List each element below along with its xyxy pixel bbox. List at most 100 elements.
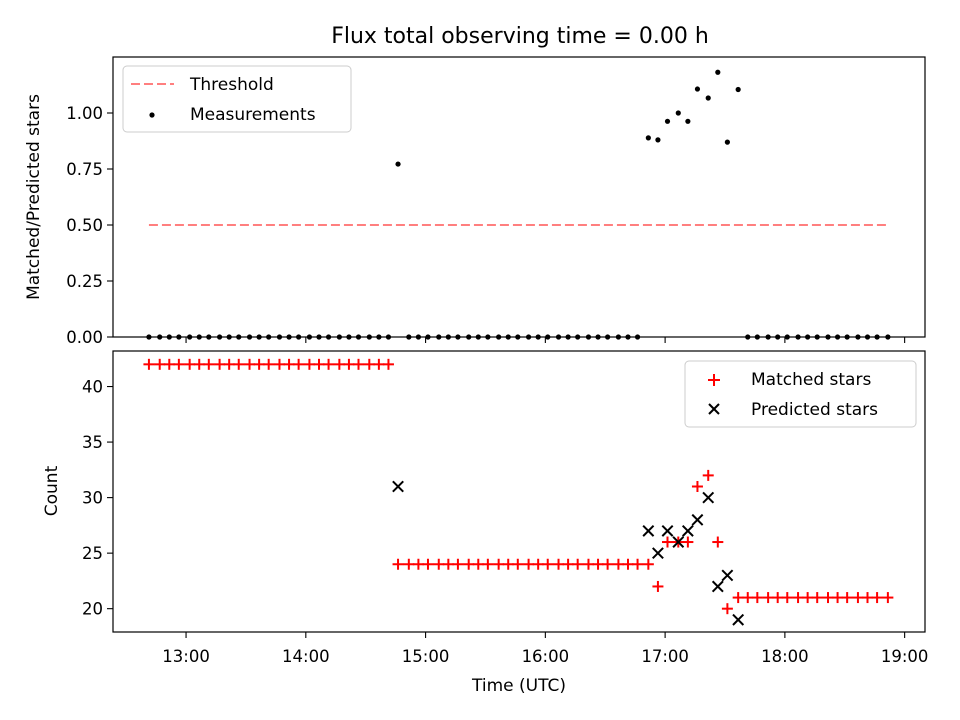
legend-measurements-swatch <box>149 112 155 118</box>
matched-star-point <box>542 558 554 570</box>
matched-star-point <box>802 592 814 604</box>
predicted-star-point <box>652 547 664 560</box>
matched-star-point <box>143 358 155 370</box>
matched-star-point <box>472 558 484 570</box>
matched-star-point <box>373 358 385 370</box>
legend-predicted-label: Predicted stars <box>751 400 878 420</box>
predicted-star-point <box>732 613 745 626</box>
top-legend: Threshold Measurements <box>122 65 352 133</box>
measurement-point <box>685 118 691 124</box>
matched-star-point <box>612 558 624 570</box>
predicted-star-point <box>642 525 655 537</box>
predicted-star-point <box>681 525 694 537</box>
matched-star-point <box>493 558 505 570</box>
matched-star-point <box>862 592 874 604</box>
bottom-x-tick-label: 13:00 <box>162 647 210 666</box>
matched-star-point <box>244 358 256 370</box>
predicted-star-point <box>691 513 704 526</box>
matched-star-point <box>652 580 664 592</box>
measurement-point <box>735 86 741 93</box>
matched-star-point <box>233 358 245 370</box>
bottom-ticks: 13:00 14:00 15:00 16:00 17:00 18:00 19:00 20 25 3… <box>82 378 928 666</box>
matched-star-point <box>173 358 185 370</box>
matched-star-point <box>622 558 634 570</box>
bottom-y-tick-label: 35 <box>82 433 103 452</box>
bottom-y-tick-label: 40 <box>82 378 103 397</box>
matched-star-point <box>592 558 604 570</box>
matched-star-point <box>841 592 853 604</box>
bottom-panel: 13:00 14:00 15:00 16:00 17:00 18:00 19:00 20 25 3… <box>42 350 928 696</box>
bottom-y-tick-label: 20 <box>82 600 103 619</box>
predicted-star-point <box>721 569 734 582</box>
matched-star-point <box>223 358 235 370</box>
top-legend-box <box>122 65 352 133</box>
matched-star-point <box>642 558 654 570</box>
bottom-x-tick-label: 19:00 <box>881 647 929 666</box>
matched-star-point <box>553 558 565 570</box>
legend-matched-swatch <box>708 374 720 386</box>
legend-threshold-label: Threshold <box>189 75 274 95</box>
top-y-tick-label: 1.00 <box>66 104 103 123</box>
bottom-y-tick-label: 25 <box>82 544 103 563</box>
matched-star-point <box>712 536 724 548</box>
matched-star-point <box>742 592 754 604</box>
matched-star-point <box>691 481 703 493</box>
measurement-point <box>655 137 661 143</box>
matched-star-point <box>343 358 355 370</box>
predicted-star-point <box>392 480 404 493</box>
measurement-point <box>694 86 701 92</box>
bottom-x-tick-label: 17:00 <box>641 647 689 666</box>
bottom-axes-frame <box>112 350 926 633</box>
bottom-x-tick-label: 18:00 <box>761 647 809 666</box>
matched-star-point <box>762 592 774 604</box>
matched-star-point <box>392 558 404 570</box>
top-axes-frame <box>112 56 926 338</box>
matched-star-point <box>512 558 524 570</box>
matched-star-point <box>353 358 365 370</box>
predicted-star-point <box>702 491 715 504</box>
top-y-tick-label: 0.00 <box>66 328 103 347</box>
matched-star-point <box>871 592 883 604</box>
matched-star-point <box>403 558 415 570</box>
chart-title: Flux total observing time = 0.00 h <box>331 24 709 49</box>
matched-star-point <box>442 558 454 570</box>
matched-star-point <box>781 592 793 604</box>
matched-star-point <box>333 358 345 370</box>
matched-star-point <box>433 558 445 570</box>
matched-star-point <box>562 558 574 570</box>
measurement-point <box>664 118 671 124</box>
top-y-tick-label: 0.75 <box>66 160 103 179</box>
matched-star-point <box>792 592 804 604</box>
matched-star-point <box>582 558 594 570</box>
matched-star-point <box>313 358 325 370</box>
top-y-tick-label: 0.25 <box>66 272 103 291</box>
matched-star-point <box>882 592 894 604</box>
matched-star-point <box>523 558 535 570</box>
measurement-point <box>395 161 401 167</box>
matched-star-point <box>721 603 733 615</box>
top-y-tick-label: 0.50 <box>66 216 103 235</box>
legend-matched-label: Matched stars <box>751 370 871 390</box>
matched-star-point <box>273 358 285 370</box>
matched-star-point <box>154 358 166 370</box>
matched-star-point <box>303 358 315 370</box>
matched-star-point <box>482 558 494 570</box>
matched-star-point <box>751 592 763 604</box>
matched-star-point <box>412 558 424 570</box>
matched-star-point <box>682 536 694 548</box>
bottom-legend: Matched stars Predicted stars <box>684 360 917 428</box>
bottom-y-axis-label: Count <box>42 465 62 516</box>
matched-star-point <box>532 558 544 570</box>
bottom-y-tick-label: 30 <box>82 489 103 508</box>
bottom-x-tick-label: 16:00 <box>522 647 570 666</box>
measurement-point <box>715 69 721 75</box>
measurement-point <box>645 135 651 141</box>
matched-star-point <box>452 558 464 570</box>
matched-star-point <box>602 558 614 570</box>
top-y-axis-label: Matched/Predicted stars <box>24 94 44 300</box>
matched-star-point <box>852 592 864 604</box>
bottom-x-tick-label: 14:00 <box>282 647 330 666</box>
matched-star-point <box>382 358 394 370</box>
matched-star-point <box>203 358 215 370</box>
